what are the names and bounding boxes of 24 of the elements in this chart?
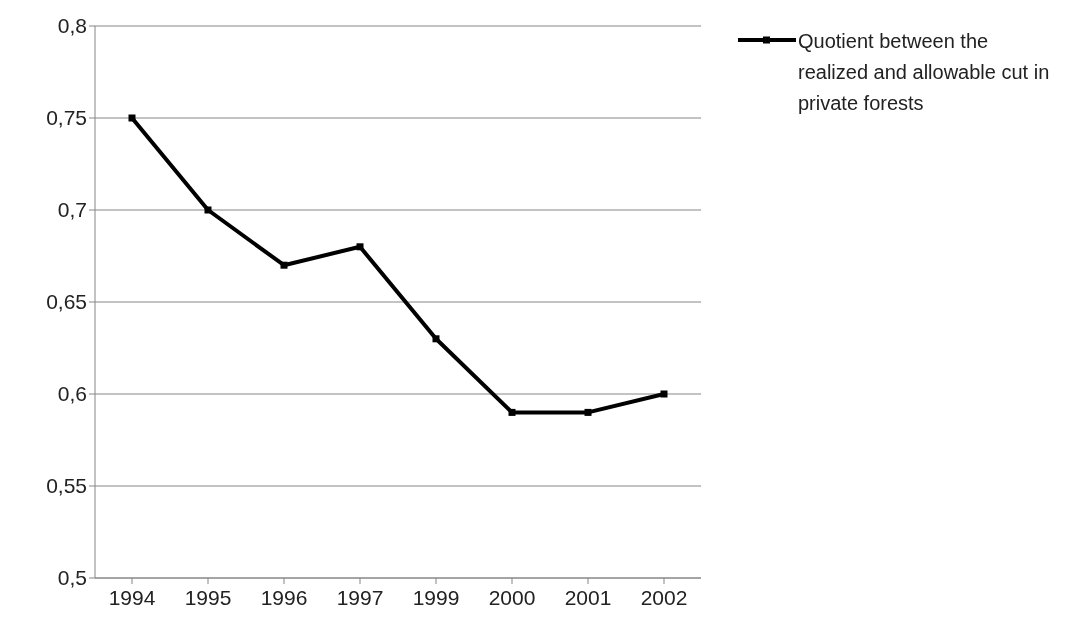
legend-label: Quotient between the realized and allowable cut in private forests	[798, 29, 1051, 116]
y-tick-label: 0,75	[46, 106, 87, 130]
point	[128, 114, 136, 122]
x-tick-label: 1995	[184, 585, 232, 609]
x-tick-label: 2000	[488, 585, 536, 609]
y-tick-label: 0,55	[46, 474, 87, 498]
point	[432, 335, 440, 343]
y-tick-label: 0,65	[46, 290, 87, 314]
x-tick-label: 2001	[564, 585, 612, 609]
point	[584, 408, 592, 416]
point	[356, 243, 364, 251]
y-tick-label: 0,7	[57, 198, 87, 222]
x-tick-label: 2002	[640, 585, 688, 609]
y-tick-label: 0,6	[57, 382, 87, 406]
x-tick-label: 1999	[412, 585, 460, 609]
point	[508, 408, 516, 416]
x-tick-label: 1997	[336, 585, 384, 609]
y-tick-label: 0,5	[57, 566, 87, 590]
point	[660, 390, 668, 398]
point	[204, 206, 212, 214]
point	[280, 261, 288, 269]
y-tick-label: 0,8	[57, 14, 87, 38]
x-tick-label: 1994	[108, 585, 156, 609]
x-tick-label: 1996	[260, 585, 308, 609]
